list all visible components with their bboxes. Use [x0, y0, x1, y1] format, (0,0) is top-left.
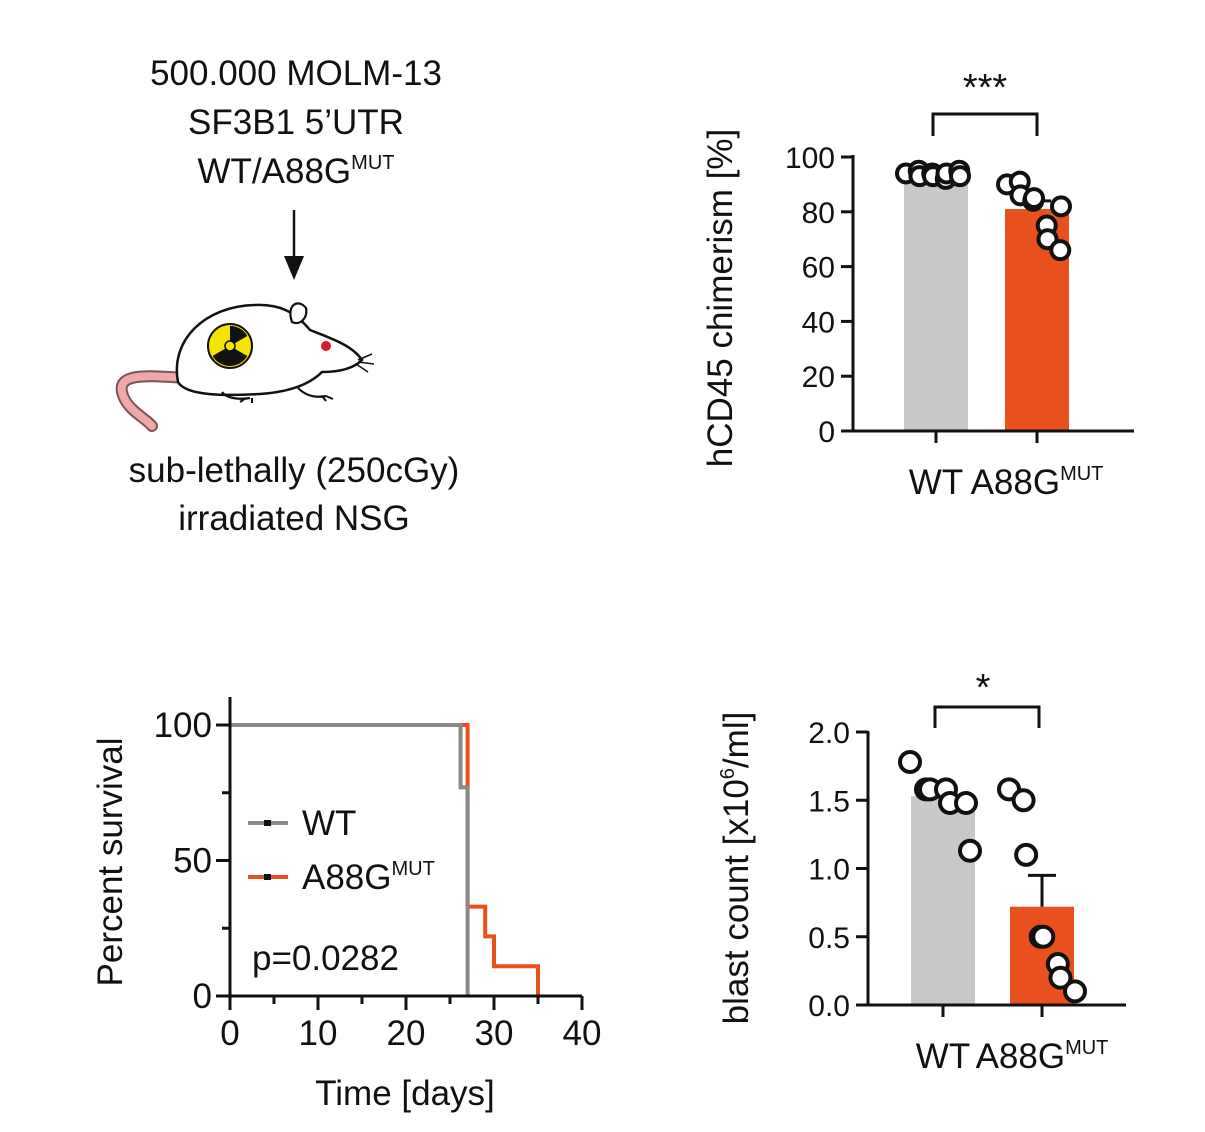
survival-p-value: p=0.0282 [252, 939, 399, 978]
ytick-label-blast-2: 1.0 [808, 854, 850, 887]
blast-y-label: blast count [x106/ml] [717, 712, 756, 1025]
blast-significance-bracket [933, 705, 1041, 728]
legend-mut-sup: MUT [392, 858, 435, 880]
ytick-label-chimerism-4: 80 [802, 197, 835, 230]
blast-y-label-sup: 6 [717, 768, 739, 779]
blast-y-label-end: /ml] [717, 712, 756, 768]
chimerism-x-ticks: WT A88GMUT [909, 431, 1104, 502]
ytick-label-blast-0: 0.0 [808, 990, 850, 1023]
schematic-line-3-main: WT/A88G [198, 152, 352, 191]
xtick-label-blast-1: A88GMUT [976, 1037, 1109, 1076]
xtick-label-chimerism-1: A88GMUT [971, 463, 1104, 502]
schematic-line-2: SF3B1 5’UTR [188, 103, 404, 142]
point-blast-0-5 [954, 790, 978, 815]
survival-legend: WT A88GMUT [248, 804, 435, 897]
xtick-label-chimerism-0: WT [909, 463, 963, 502]
point-blast-1-1 [1011, 788, 1036, 813]
survival-xtick-label-4: 40 [563, 1014, 602, 1053]
survival-ytick-label-1: 50 [173, 842, 212, 881]
survival-ytick-label-2: 100 [154, 706, 212, 745]
point-blast-1-6 [1048, 965, 1073, 990]
schematic-caption-1: sub-lethally (250cGy) [129, 451, 460, 490]
radiation-icon [207, 323, 253, 369]
point-blast-0-6 [958, 838, 982, 863]
chimerism-bars [904, 170, 1069, 431]
blast-bars [911, 787, 1074, 1005]
ytick-label-chimerism-5: 100 [785, 142, 835, 175]
chimerism-y-ticks: 0 20 40 60 80 100 [785, 142, 853, 449]
blast-y-label-main: blast count [x10 [717, 779, 756, 1024]
ytick-label-blast-3: 1.5 [808, 785, 850, 818]
survival-xtick-label-0: 0 [220, 1014, 239, 1053]
ytick-label-chimerism-3: 60 [802, 252, 835, 285]
legend-wt: WT [248, 804, 356, 843]
bar-blast-0 [911, 796, 975, 1005]
chimerism-points [895, 159, 1072, 262]
mouse-eye [321, 341, 331, 351]
ytick-label-blast-1: 0.5 [808, 922, 850, 955]
survival-chart: 0 50 100 0 10 20 30 40 Percent survival Time [… [91, 697, 601, 1113]
legend-wt-label: WT [302, 804, 356, 843]
point-chimerism-1-8 [1050, 195, 1072, 218]
mouse-ear [289, 302, 308, 325]
legend-mut: A88GMUT [248, 858, 435, 897]
blast-chart: 0.0 0.5 1.0 1.5 2.0 WT A88GMUT blast count [x… [717, 667, 1126, 1076]
schematic-line-3-sup: MUT [351, 152, 394, 174]
survival-curves [230, 723, 540, 996]
survival-xtick-label-3: 30 [475, 1014, 514, 1053]
point-blast-1-2 [1014, 842, 1039, 867]
schematic-panel: 500.000 MOLM-13 SF3B1 5’UTR WT/A88GMUT [115, 54, 460, 538]
ytick-label-chimerism-0: 0 [818, 416, 835, 449]
survival-x-ticks: 0 10 20 30 40 [220, 996, 601, 1053]
ytick-label-chimerism-2: 40 [802, 306, 835, 339]
ytick-label-blast-4: 2.0 [808, 717, 850, 750]
schematic-caption-2: irradiated NSG [178, 499, 409, 538]
point-chimerism-1-4 [1023, 187, 1045, 210]
point-chimerism-0-8 [949, 165, 971, 188]
survival-y-label: Percent survival [91, 738, 130, 987]
mouse-body [175, 303, 364, 397]
survival-xtick-label-2: 20 [387, 1014, 426, 1053]
chimerism-y-label: hCD45 chimerism [%] [701, 129, 740, 467]
ytick-label-chimerism-1: 20 [802, 361, 835, 394]
survival-ytick-label-0: 0 [193, 977, 212, 1016]
chimerism-significance-bracket [931, 112, 1039, 136]
survival-xtick-label-1: 10 [299, 1014, 338, 1053]
bar-chimerism-0 [904, 174, 968, 431]
point-blast-1-4 [1031, 924, 1056, 949]
blast-points [898, 750, 1087, 1004]
survival-x-label: Time [days] [315, 1074, 495, 1113]
legend-mut-main: A88G [302, 858, 392, 897]
mouse-icon [115, 302, 375, 432]
survival-line-wt [230, 723, 470, 996]
schematic-line-1: 500.000 MOLM-13 [150, 54, 442, 93]
legend-mut-label: A88GMUT [302, 858, 435, 897]
point-blast-1-7 [1063, 979, 1087, 1004]
point-chimerism-1-7 [1049, 239, 1072, 262]
point-blast-0-0 [898, 750, 922, 775]
xtick-label-blast-0: WT [916, 1037, 970, 1076]
blast-x-ticks: WT A88GMUT [916, 1005, 1109, 1076]
chimerism-significance: *** [963, 67, 1008, 109]
blast-y-ticks: 0.0 0.5 1.0 1.5 2.0 [808, 717, 868, 1023]
chimerism-chart: 0 20 40 60 80 100 WT A88GMUT hCD45 chimerism [… [701, 67, 1134, 502]
down-arrow-icon [284, 210, 304, 280]
blast-significance: * [976, 667, 991, 709]
survival-y-ticks: 0 50 100 [154, 706, 230, 1016]
schematic-line-3: WT/A88GMUT [198, 152, 395, 191]
